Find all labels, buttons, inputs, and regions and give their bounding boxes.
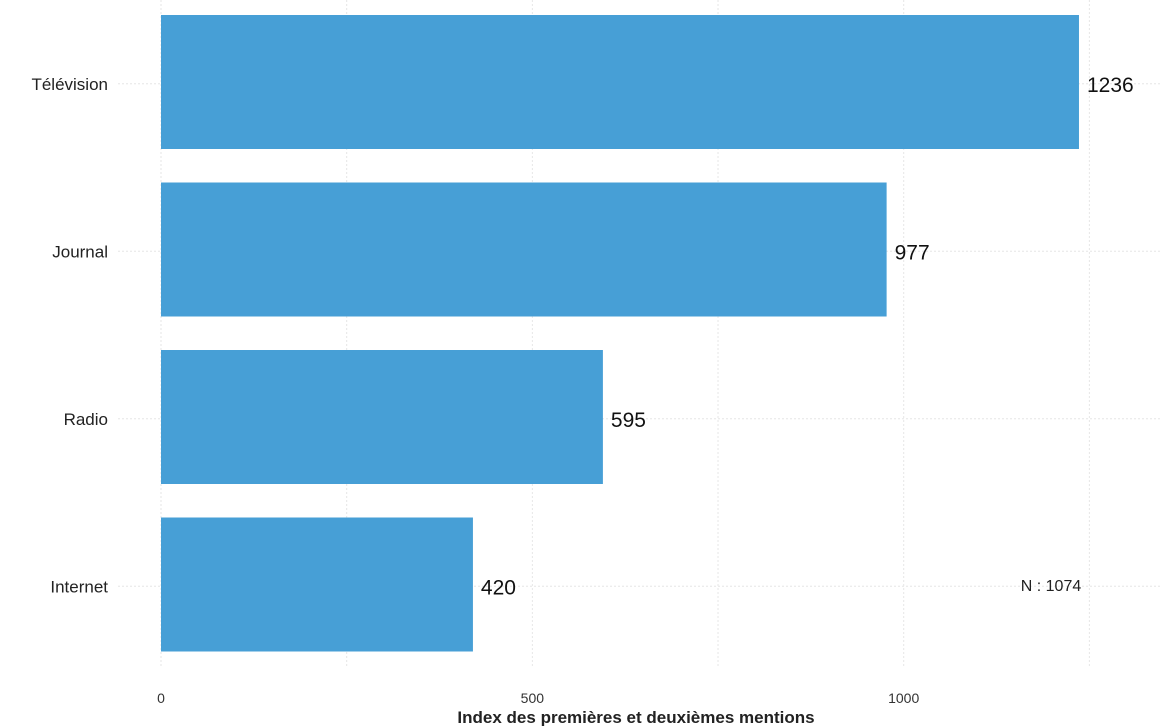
bar-0 <box>161 15 1079 149</box>
sample-size-note: N : 1074 <box>1021 578 1082 595</box>
x-tick-label: 500 <box>521 690 545 706</box>
x-tick-labels: 0 500 1000 <box>157 690 919 706</box>
category-labels: Télévision Journal Radio Internet <box>31 75 108 597</box>
value-label: 977 <box>895 241 930 264</box>
bars-layer <box>161 15 1079 652</box>
x-axis-title: Index des premières et deuxièmes mention… <box>457 708 814 726</box>
category-label: Radio <box>64 410 108 429</box>
bar-3 <box>161 517 473 652</box>
x-tick-label: 0 <box>157 690 165 706</box>
category-label: Télévision <box>31 75 108 94</box>
value-label: 420 <box>481 576 516 599</box>
x-tick-label: 1000 <box>888 690 919 706</box>
bar-2 <box>161 350 603 484</box>
value-label: 1236 <box>1087 74 1134 97</box>
category-label: Internet <box>50 577 108 596</box>
category-label: Journal <box>52 242 108 261</box>
value-label: 595 <box>611 409 646 432</box>
bar-1 <box>161 182 887 317</box>
value-labels: 1236 977 595 420 <box>481 74 1134 600</box>
